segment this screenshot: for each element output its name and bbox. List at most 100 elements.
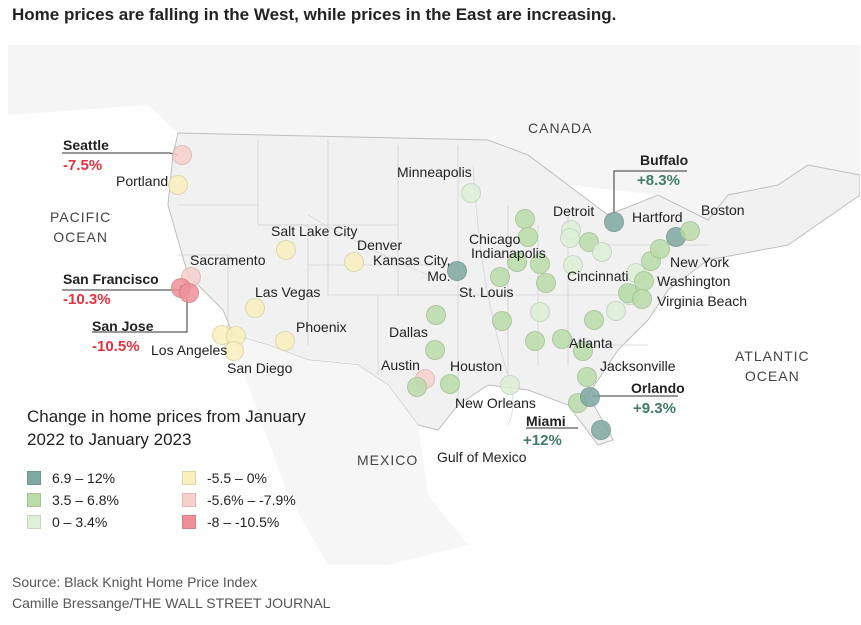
city-label-st-louis: St. Louis: [459, 284, 514, 300]
pacific-ocean-label: PACIFIC OCEAN: [50, 209, 112, 245]
metro-dot-orlando[interactable]: [580, 387, 600, 407]
mexico-land: [233, 335, 468, 565]
metro-dot-jacksonville[interactable]: [577, 367, 597, 387]
source-credit: Source: Black Knight Home Price Index Ca…: [12, 572, 330, 614]
legend-label: 0 – 3.4%: [52, 514, 108, 530]
metro-dot-pittsburgh[interactable]: [592, 242, 612, 262]
metro-dot-memphis[interactable]: [492, 311, 512, 331]
metro-dot-columbus[interactable]: [563, 255, 583, 275]
callout-buffalo-value: +8.3%: [637, 172, 680, 189]
legend-swatch: [182, 515, 196, 529]
legend-item-t6: -8 – -10.5%: [182, 513, 332, 531]
metro-dot-denver[interactable]: [344, 252, 364, 272]
legend-swatch: [27, 493, 41, 507]
city-label-boston: Boston: [701, 202, 745, 218]
source-line: Source: Black Knight Home Price Index: [12, 574, 258, 590]
metro-dot-milwaukee[interactable]: [515, 209, 535, 229]
city-label-las-vegas: Las Vegas: [255, 284, 321, 300]
legend-title: Change in home prices from January 2022 …: [27, 407, 306, 449]
metro-dot-washington[interactable]: [606, 301, 626, 321]
city-label-chicago: Chicago: [469, 231, 521, 247]
city-label-atlanta: Atlanta: [569, 335, 613, 351]
city-label-los-angeles: Los Angeles: [151, 342, 228, 358]
legend-label: -5.6% – -7.9%: [207, 492, 296, 508]
city-label-virginia-beach: Virginia Beach: [657, 293, 748, 309]
legend-label: 3.5 – 6.8%: [52, 492, 119, 508]
city-label-washington: Washington: [657, 273, 731, 289]
metro-dot-san-diego[interactable]: [224, 341, 244, 361]
city-label-jacksonville: Jacksonville: [600, 358, 676, 374]
legend-label: -8 – -10.5%: [207, 514, 280, 530]
mexico-label: MEXICO: [357, 452, 419, 468]
legend-item-t4: -5.5 – 0%: [182, 469, 332, 487]
legend-label: -5.5 – 0%: [207, 470, 267, 486]
legend-swatch: [182, 493, 196, 507]
metro-dot-portland[interactable]: [168, 175, 188, 195]
callout-seattle-name: Seattle: [63, 137, 109, 153]
metro-dot-louisville[interactable]: [536, 273, 556, 293]
city-label-hartford: Hartford: [632, 209, 683, 225]
metro-dot-new-york[interactable]: [650, 239, 670, 259]
city-label-indianapolis: Indianapolis: [471, 245, 546, 261]
metro-dot-virginia-beach[interactable]: [632, 289, 652, 309]
metro-dot-las-vegas[interactable]: [245, 298, 265, 318]
gulf-of-mexico-label: Gulf of Mexico: [437, 449, 527, 465]
metro-dot-chicago[interactable]: [518, 227, 538, 247]
metro-dot-birmingham[interactable]: [525, 331, 545, 351]
legend-item-t2: 3.5 – 6.8%: [27, 491, 177, 509]
metro-dot-detroit[interactable]: [560, 228, 580, 248]
city-label-denver: Denver: [357, 237, 403, 253]
metro-dot-boston[interactable]: [680, 221, 700, 241]
city-label-phoenix: Phoenix: [296, 319, 347, 335]
metro-dot-phoenix[interactable]: [275, 331, 295, 351]
callout-miami-name: Miami: [526, 413, 566, 429]
city-label-dallas: Dallas: [389, 324, 428, 340]
metro-dot-salt-lake-city[interactable]: [276, 240, 296, 260]
callout-san-jose-name: San Jose: [92, 318, 154, 334]
legend-item-t5: -5.6% – -7.9%: [182, 491, 332, 509]
metro-dot-seattle[interactable]: [172, 145, 192, 165]
metro-dot-nashville[interactable]: [530, 302, 550, 322]
callout-buffalo-name: Buffalo: [640, 152, 689, 168]
metro-dot-indianapolis[interactable]: [490, 267, 510, 287]
callout-orlando-value: +9.3%: [633, 400, 676, 417]
city-label-austin: Austin: [381, 357, 420, 373]
city-label-portland: Portland: [116, 173, 169, 189]
metro-dot-san-jose[interactable]: [179, 283, 199, 303]
metro-dot-st-louis[interactable]: [507, 252, 527, 272]
metro-dot-charlotte[interactable]: [573, 341, 593, 361]
city-label-salt-lake-city: Salt Lake City: [271, 223, 358, 239]
city-label-kansas-city: Kansas City, Mo.: [373, 252, 451, 284]
metro-dot-san-antonio[interactable]: [407, 377, 427, 397]
credit-line: Camille Bressange/THE WALL STREET JOURNA…: [12, 595, 331, 611]
metro-dot-raleigh[interactable]: [584, 310, 604, 330]
callout-san-francisco-value: -10.3%: [63, 291, 111, 308]
metro-dot-cincinnati[interactable]: [530, 254, 550, 274]
atlantic-ocean-label: ATLANTIC OCEAN: [735, 348, 810, 384]
metro-dot-dallas[interactable]: [426, 305, 446, 325]
metro-dot-new-orleans[interactable]: [500, 375, 520, 395]
callout-seattle-value: -7.5%: [63, 157, 103, 174]
metro-dot-kansas-city[interactable]: [447, 261, 467, 281]
metro-dot-minneapolis[interactable]: [461, 183, 481, 203]
callout-san-jose-value: -10.5%: [92, 338, 140, 355]
metro-dot-buffalo[interactable]: [604, 212, 624, 232]
us-map: CANADA MEXICO PACIFIC OCEAN ATLANTIC OCE…: [0, 45, 861, 570]
metro-dot-houston[interactable]: [440, 374, 460, 394]
city-label-sacramento: Sacramento: [190, 252, 266, 268]
city-label-minneapolis: Minneapolis: [397, 164, 472, 180]
metro-dot-miami[interactable]: [591, 420, 611, 440]
metro-dot-atlanta[interactable]: [552, 329, 572, 349]
legend-swatch: [182, 471, 196, 485]
callout-orlando-name: Orlando: [631, 380, 685, 396]
city-label-houston: Houston: [450, 358, 503, 374]
callout-san-francisco-name: San Francisco: [63, 271, 159, 287]
city-label-san-diego: San Diego: [227, 360, 293, 376]
legend-item-t1: 6.9 – 12%: [27, 469, 177, 487]
legend-item-t3: 0 – 3.4%: [27, 513, 177, 531]
city-label-new-york: New York: [670, 254, 730, 270]
city-label-cincinnati: Cincinnati: [567, 268, 629, 284]
chart-title: Home prices are falling in the West, whi…: [12, 5, 617, 24]
metro-dot-oklahoma-city[interactable]: [425, 340, 445, 360]
legend-label: 6.9 – 12%: [52, 470, 116, 486]
